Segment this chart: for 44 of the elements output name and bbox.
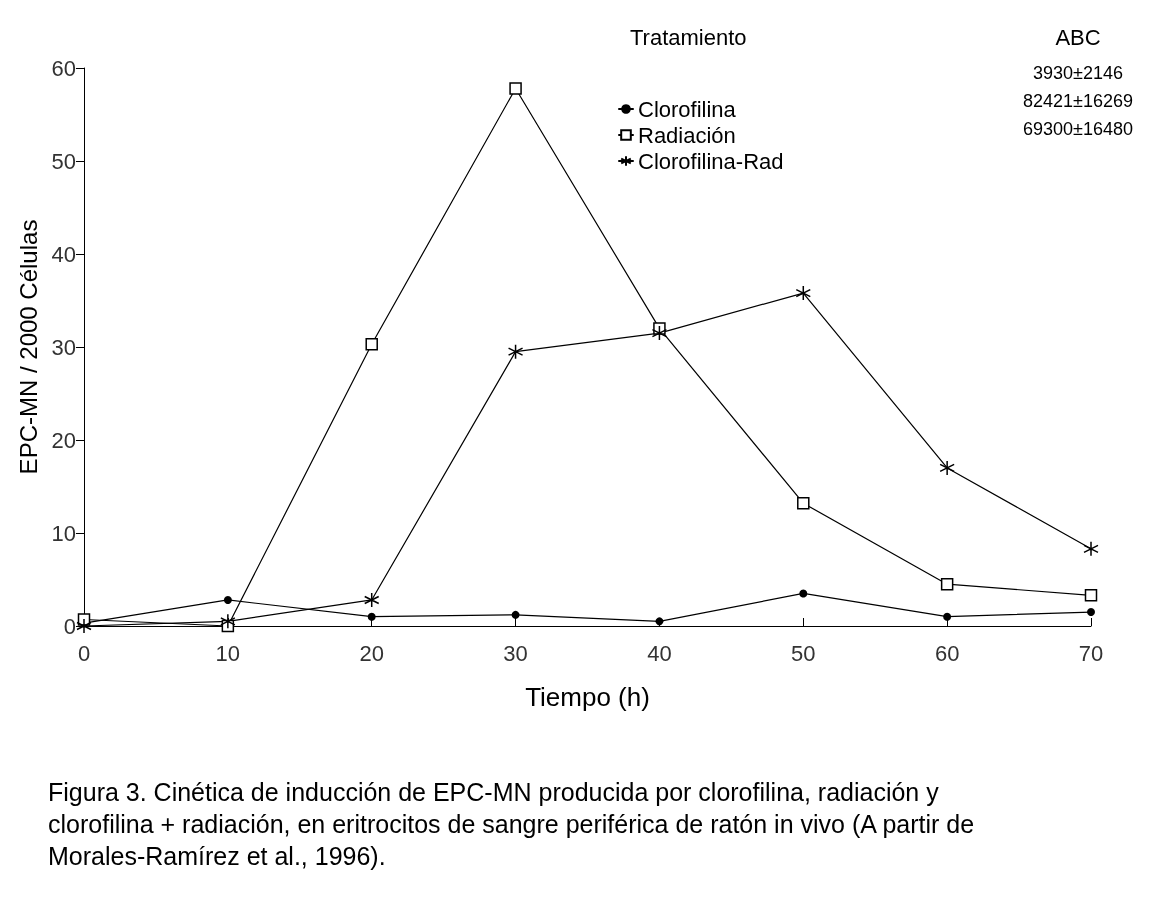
point — [220, 613, 236, 630]
y-tick-label: 30 — [51, 334, 76, 360]
point — [1084, 589, 1098, 602]
x-tick-label: 50 — [791, 640, 816, 666]
x-tick-label: 20 — [359, 640, 384, 666]
point — [943, 612, 952, 621]
x-tick-label: 70 — [1078, 640, 1104, 666]
point — [511, 610, 520, 619]
annotation: 69300±16480 — [1023, 119, 1133, 139]
annotation: 82421±16269 — [1023, 91, 1133, 111]
y-tick-label: 60 — [51, 55, 76, 81]
point — [223, 595, 232, 604]
text: ABC — [1055, 24, 1101, 50]
x-tick-label: 40 — [647, 640, 672, 666]
y-tick-label: 50 — [51, 148, 76, 174]
point — [507, 343, 524, 360]
point — [939, 460, 955, 476]
x-tick-label: 60 — [934, 640, 960, 666]
y-tick-label: 20 — [51, 427, 76, 453]
legend-label: Clorofilina-Rad — [638, 148, 784, 174]
legend-label: Clorofilina — [638, 96, 737, 122]
y-tick-label: 10 — [51, 520, 76, 546]
point — [509, 82, 522, 95]
point — [940, 577, 954, 591]
point — [363, 592, 380, 608]
x-tick-label: 10 — [215, 640, 241, 666]
text: Figura 3. Cinética de inducción de EPC-MN producida por clorofilina, radiación y clorofilina + radiación, en eritrocitos de sangre periférica de ratón in vivo (A partir de Morales-Ramírez et al., 1996). — [48, 778, 982, 870]
y-tick-label: 40 — [51, 241, 76, 267]
x-tick-label: 30 — [503, 640, 528, 666]
point — [795, 285, 812, 301]
point — [651, 325, 668, 341]
legend-title: Tratamiento — [630, 24, 747, 50]
point — [799, 589, 808, 598]
annotation: 3930±2146 — [1033, 63, 1123, 83]
point — [797, 496, 810, 510]
point — [1083, 541, 1099, 557]
legend-label: Radiación — [638, 122, 736, 148]
y-tick-label: 0 — [63, 613, 76, 639]
point — [365, 337, 378, 351]
point — [367, 612, 376, 621]
point — [655, 617, 664, 626]
x-axis-title: Tiempo (h) — [525, 682, 650, 712]
y-axis-title: EPC-MN / 2000 Células — [14, 219, 42, 475]
point — [1087, 608, 1095, 617]
